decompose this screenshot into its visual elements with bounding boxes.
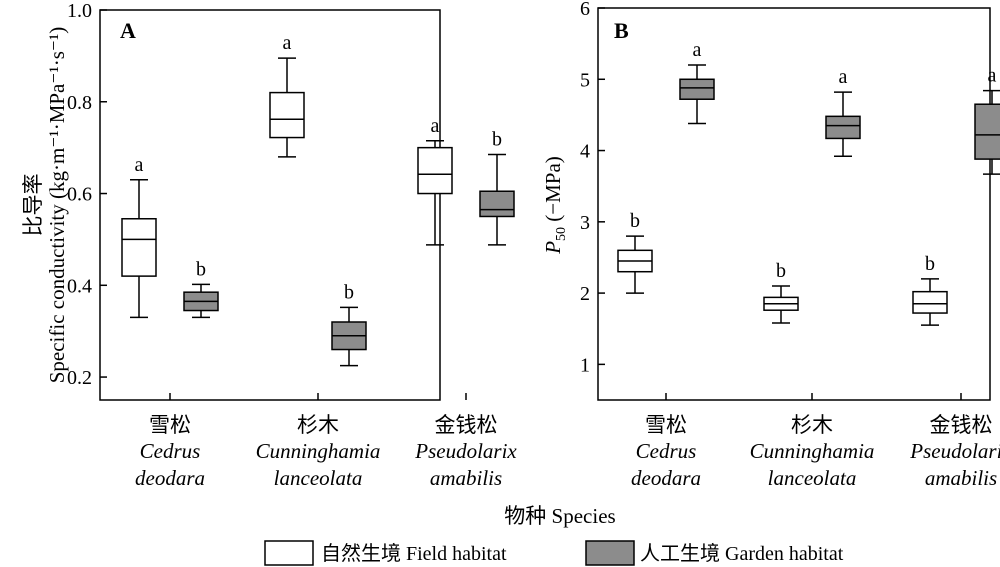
y-tick-label: 1.0 — [67, 0, 92, 22]
significance-letter: b — [630, 210, 640, 232]
significance-letter: b — [925, 253, 935, 275]
iqr-box — [679, 78, 715, 100]
y-tick-label: 1 — [580, 354, 590, 376]
legend-swatch-field — [264, 540, 314, 566]
x-category-cn-label: 金钱松 — [930, 413, 993, 437]
legend: 自然生境 Field habitat 人工生境 Garden habitat — [264, 540, 844, 566]
plot-frame — [99, 9, 441, 401]
box-garden: b — [183, 258, 219, 319]
y-tick-label: 0.4 — [67, 275, 92, 297]
x-category-latin-label: Pseudolarix — [909, 439, 1000, 463]
box-field: a — [269, 32, 305, 158]
x-category-cn-label: 雪松 — [645, 413, 687, 437]
y-tick-label: 0.6 — [67, 184, 92, 206]
x-category-cn-label: 杉木 — [297, 413, 339, 437]
significance-letter: a — [431, 115, 440, 137]
x-category-latin-label: amabilis — [430, 466, 502, 490]
y-tick-label: 3 — [580, 212, 590, 234]
significance-letter: a — [135, 154, 144, 176]
x-category-latin-label: deodara — [135, 466, 205, 490]
y-axis-title: 比导率Specific conductivity (kg·m⁻¹·MPa⁻¹·s… — [21, 27, 69, 384]
box-field: a — [121, 154, 157, 319]
x-category-latin-label: Pseudolarix — [414, 439, 517, 463]
iqr-box — [825, 115, 861, 140]
significance-letter: b — [492, 129, 502, 151]
panel-letter: A — [120, 18, 136, 43]
x-category-cn-label: 杉木 — [791, 413, 833, 437]
significance-letter: b — [196, 258, 206, 280]
x-category-latin-label: deodara — [631, 466, 701, 490]
box-field: b — [617, 210, 653, 294]
iqr-box — [479, 190, 515, 218]
iqr-box — [269, 91, 305, 139]
legend-label-field: 自然生境 Field habitat — [321, 542, 507, 565]
iqr-box — [974, 103, 1000, 160]
y-tick-label: 6 — [580, 0, 590, 20]
significance-letter: a — [988, 65, 997, 87]
x-category-latin-label: amabilis — [925, 466, 997, 490]
y-axis-title: P50 (−MPa) — [541, 156, 569, 255]
x-category-latin-label: Cunninghamia — [256, 439, 381, 463]
significance-letter: b — [344, 281, 354, 303]
y-tick-label: 0.8 — [67, 92, 92, 114]
panel-letter: B — [614, 18, 629, 43]
box-garden: a — [679, 39, 715, 125]
legend-swatch-garden — [585, 540, 635, 566]
iqr-box — [912, 290, 948, 314]
significance-letter: a — [283, 32, 292, 54]
x-category-cn-label: 雪松 — [149, 413, 191, 437]
y-tick-label: 2 — [580, 283, 590, 305]
x-category-latin-label: Cunninghamia — [750, 439, 875, 463]
box-garden: b — [479, 129, 515, 246]
box-field: a — [417, 115, 453, 246]
x-category-latin-label: Cedrus — [636, 439, 697, 463]
y-tick-label: 0.2 — [67, 367, 92, 389]
x-category-latin-label: Cedrus — [140, 439, 201, 463]
x-axis-title: 物种 Species — [504, 504, 615, 528]
x-category-latin-label: lanceolata — [768, 466, 857, 490]
x-category-latin-label: lanceolata — [274, 466, 363, 490]
box-garden: a — [974, 65, 1000, 175]
iqr-box — [417, 146, 453, 195]
box-garden: b — [331, 281, 367, 367]
x-category-cn-label: 金钱松 — [435, 413, 498, 437]
box-field: b — [763, 260, 799, 324]
y-tick-label: 4 — [580, 141, 590, 163]
plot-frame — [597, 7, 991, 401]
significance-letter: a — [839, 66, 848, 88]
y-tick-label: 5 — [580, 69, 590, 91]
significance-letter: b — [776, 260, 786, 282]
legend-label-garden: 人工生境 Garden habitat — [640, 542, 844, 565]
significance-letter: a — [693, 39, 702, 61]
box-field: b — [912, 253, 948, 326]
box-garden: a — [825, 66, 861, 157]
iqr-box — [121, 218, 157, 277]
